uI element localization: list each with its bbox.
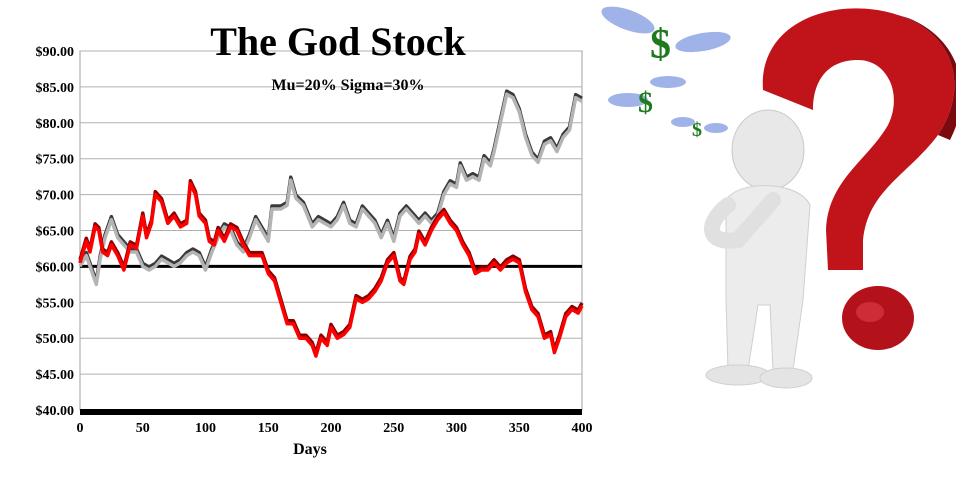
y-tick-label: $80.00 bbox=[36, 117, 75, 132]
svg-text:$: $ bbox=[650, 22, 671, 68]
x-axis-label: Days bbox=[293, 441, 327, 458]
y-tick-label: $40.00 bbox=[36, 404, 75, 419]
x-tick-label: 400 bbox=[572, 421, 593, 436]
y-tick-label: $55.00 bbox=[36, 296, 75, 311]
y-tick-label: $45.00 bbox=[36, 368, 75, 383]
chart-title: The God Stock bbox=[210, 19, 466, 64]
x-tick-label: 300 bbox=[446, 421, 467, 436]
x-tick-label: 200 bbox=[321, 421, 342, 436]
flying-dollar-icon: $ $ $ bbox=[601, 6, 731, 141]
y-tick-label: $65.00 bbox=[36, 225, 75, 240]
thinking-figure-icon bbox=[704, 109, 813, 389]
y-tick-label: $60.00 bbox=[36, 260, 75, 275]
svg-text:$: $ bbox=[692, 119, 702, 141]
y-tick-label: $75.00 bbox=[36, 153, 75, 168]
x-tick-label: 50 bbox=[136, 421, 150, 436]
y-axis-ticks: $40.00 $45.00 $50.00 $55.00 $60.00 $65.00 $70.… bbox=[36, 45, 75, 419]
stock-chart: $40.00 $45.00 $50.00 $55.00 $60.00 $65.00 $70.… bbox=[36, 19, 593, 458]
thinking-figure-illustration: $ $ $ bbox=[601, 6, 956, 389]
series-0-shadow-line bbox=[78, 89, 583, 284]
x-tick-label: 350 bbox=[509, 421, 530, 436]
chart-subtitle: Mu=20% Sigma=30% bbox=[272, 77, 425, 94]
series-1-line bbox=[78, 182, 584, 358]
series-0-line bbox=[78, 92, 583, 287]
gridlines bbox=[79, 50, 583, 411]
svg-text:$: $ bbox=[638, 86, 653, 119]
y-tick-label: $90.00 bbox=[36, 45, 75, 60]
y-tick-label: $70.00 bbox=[36, 189, 75, 204]
x-axis-ticks: 0 50 100 150 200 250 300 350 400 bbox=[77, 421, 593, 436]
y-tick-label: $50.00 bbox=[36, 332, 75, 347]
x-tick-label: 100 bbox=[195, 421, 216, 436]
series-lines bbox=[78, 89, 584, 358]
y-tick-label: $85.00 bbox=[36, 81, 75, 96]
x-tick-label: 0 bbox=[77, 421, 84, 436]
question-mark-icon bbox=[762, 8, 956, 350]
x-tick-label: 150 bbox=[258, 421, 279, 436]
x-tick-label: 250 bbox=[383, 421, 404, 436]
